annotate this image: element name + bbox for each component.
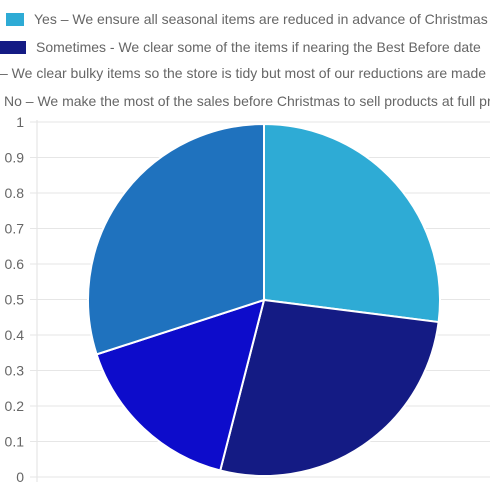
y-tick-label: 0.9 bbox=[5, 150, 25, 166]
legend-item-yes[interactable]: Yes – We ensure all seasonal items are r… bbox=[6, 9, 488, 29]
y-tick-label: 0.5 bbox=[5, 292, 25, 308]
y-axis-ticks: 0 0.1 0.2 0.3 0.4 0.5 0.6 0.7 0.8 0.9 1 bbox=[5, 114, 25, 485]
pie-slice-2[interactable] bbox=[219, 298, 440, 477]
legend-label-yes: Yes – We ensure all seasonal items are r… bbox=[34, 11, 488, 27]
legend-item-sometimes[interactable]: Sometimes - We clear some of the items i… bbox=[0, 37, 481, 57]
legend-swatch-yes bbox=[6, 12, 24, 26]
y-tick-label: 0.1 bbox=[5, 434, 25, 450]
y-tick-label: 0.8 bbox=[5, 185, 25, 201]
legend-label-bulky: – We clear bulky items so the store is t… bbox=[0, 65, 487, 81]
y-tick-label: 0 bbox=[16, 469, 24, 485]
legend-swatch-sometimes bbox=[0, 40, 26, 54]
legend-label-sometimes: Sometimes - We clear some of the items i… bbox=[36, 39, 481, 55]
legend-item-no[interactable]: No – We make the most of the sales befor… bbox=[4, 91, 490, 111]
y-tick-label: 1 bbox=[16, 114, 24, 130]
pie-slice-4[interactable] bbox=[87, 122, 265, 356]
pie-slice-3[interactable] bbox=[95, 298, 266, 472]
y-tick-label: 0.2 bbox=[5, 398, 25, 414]
pie-slices bbox=[87, 122, 441, 477]
y-tick-label: 0.3 bbox=[5, 363, 25, 379]
pie-slice-1[interactable] bbox=[263, 122, 441, 324]
legend-label-no: No – We make the most of the sales befor… bbox=[4, 93, 490, 109]
legend-item-bulky[interactable]: – We clear bulky items so the store is t… bbox=[0, 63, 486, 83]
y-tick-label: 0.4 bbox=[5, 327, 25, 343]
y-tick-label: 0.7 bbox=[5, 221, 25, 237]
chart-legend: Yes – We ensure all seasonal items are r… bbox=[0, 0, 490, 118]
y-tick-label: 0.6 bbox=[5, 256, 25, 272]
